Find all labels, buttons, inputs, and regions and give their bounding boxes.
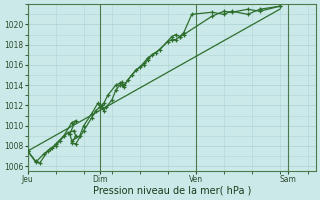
X-axis label: Pression niveau de la mer( hPa ): Pression niveau de la mer( hPa ) <box>92 186 251 196</box>
